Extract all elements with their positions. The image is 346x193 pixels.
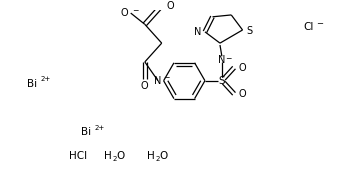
Text: Bi: Bi [81,127,91,137]
Text: H: H [147,151,154,161]
Text: S: S [246,26,253,36]
Text: H: H [104,151,112,161]
Text: N: N [194,27,201,37]
Text: −: − [316,19,323,28]
Text: −: − [226,54,232,63]
Text: 2+: 2+ [40,76,51,82]
Text: O: O [120,8,128,18]
Text: HCl: HCl [69,151,87,161]
Text: N: N [154,76,162,86]
Text: −: − [163,73,169,82]
Text: 2+: 2+ [94,125,104,131]
Text: −: − [131,6,138,15]
Text: O: O [166,1,174,11]
Text: Cl: Cl [304,22,314,32]
Text: O: O [117,151,125,161]
Text: O: O [159,151,167,161]
Text: N: N [218,55,226,65]
Text: O: O [141,81,149,91]
Text: 2: 2 [113,156,117,162]
Text: Bi: Bi [27,79,37,89]
Text: S: S [219,76,225,86]
Text: O: O [239,89,246,99]
Text: O: O [239,63,246,73]
Text: 2: 2 [155,156,160,162]
